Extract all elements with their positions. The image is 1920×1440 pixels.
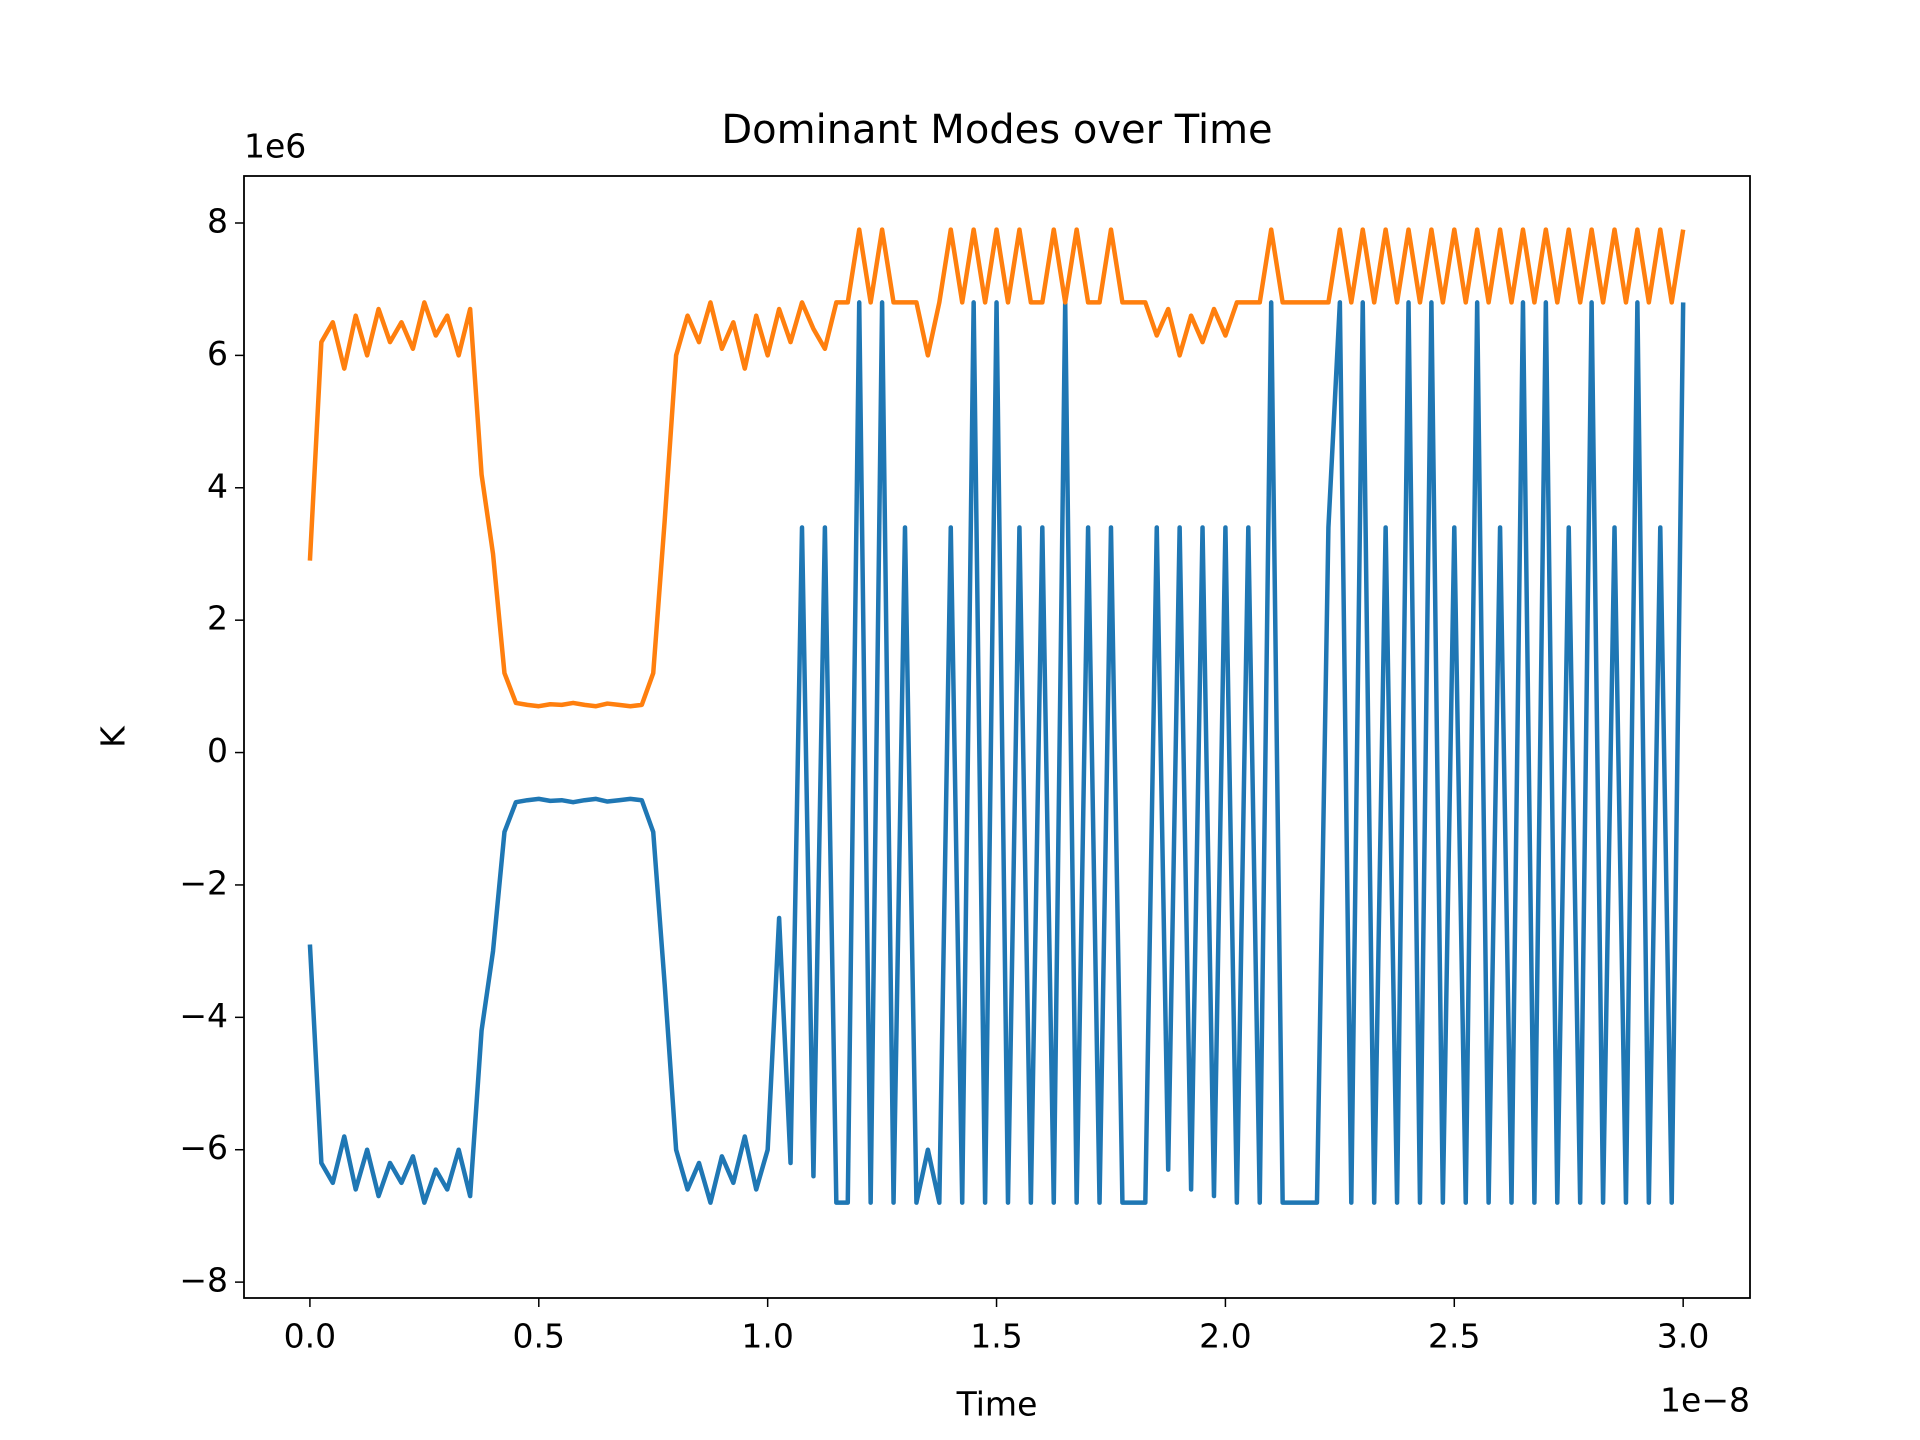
data-line xyxy=(307,300,1686,1205)
y-tick-label: 0 xyxy=(207,731,228,770)
data-line xyxy=(307,227,1686,709)
x-tick-label: 1.5 xyxy=(970,1317,1022,1356)
chart-title: Dominant Modes over Time xyxy=(721,107,1272,153)
x-tick-label: 2.5 xyxy=(1428,1317,1480,1356)
x-offset-label: 1e−8 xyxy=(1660,1381,1750,1420)
y-tick-label: −6 xyxy=(179,1128,228,1167)
x-tick-label: 0.0 xyxy=(284,1317,336,1356)
y-tick-label: 8 xyxy=(207,201,228,240)
y-tick-label: −2 xyxy=(179,863,228,902)
y-tick-label: 6 xyxy=(207,334,228,373)
x-tick-label: 1.0 xyxy=(741,1317,793,1356)
y-tick-label: 4 xyxy=(207,466,228,505)
x-axis-label: Time xyxy=(956,1385,1038,1424)
y-tick-label: 2 xyxy=(207,599,228,638)
y-tick-label: −4 xyxy=(179,996,228,1035)
y-offset-label: 1e6 xyxy=(244,127,306,166)
x-tick-label: 0.5 xyxy=(513,1317,565,1356)
y-axis-label: K xyxy=(94,725,133,748)
plot-frame xyxy=(243,175,1751,1299)
x-tick-label: 3.0 xyxy=(1657,1317,1709,1356)
x-tick-label: 2.0 xyxy=(1199,1317,1251,1356)
y-tick-label: −8 xyxy=(179,1261,228,1300)
